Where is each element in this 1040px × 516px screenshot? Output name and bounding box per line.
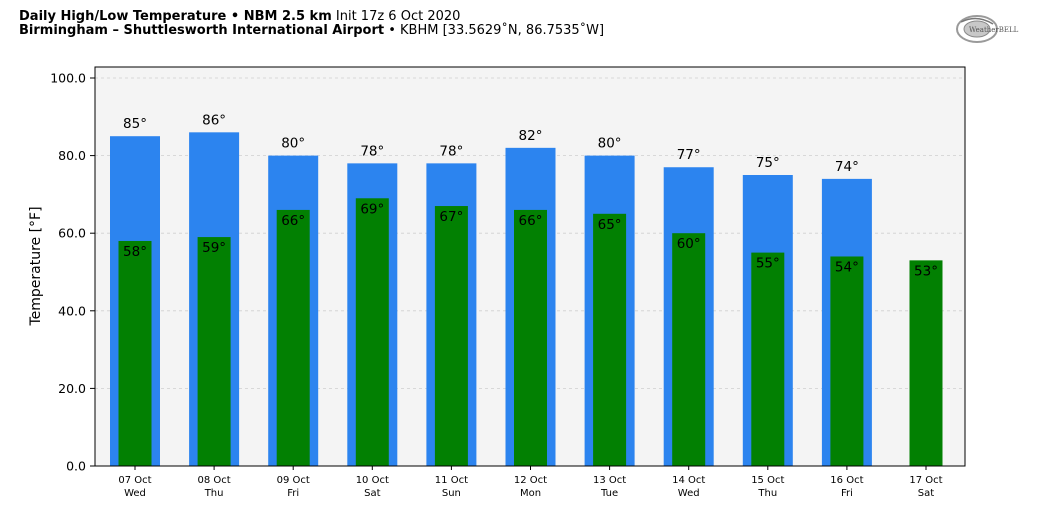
data-labels: 85° 58° 86° 59° 80° 66° 78° 69° 78° 67° 82° 66° 80° 6… <box>123 112 938 279</box>
data-label-high: 80° <box>598 136 622 152</box>
data-label-high: 82° <box>519 128 543 144</box>
data-label-low: 65° <box>598 217 622 233</box>
x-tick-date: 16 Oct <box>830 475 863 486</box>
x-tick-day: Fri <box>841 488 853 499</box>
data-label-high: 78° <box>439 143 463 159</box>
chart-title: Daily High/Low Temperature • NBM 2.5 km <box>19 9 332 24</box>
x-tick-date: 12 Oct <box>514 475 547 486</box>
x-tick-date: 13 Oct <box>593 475 626 486</box>
bar-low <box>118 240 152 466</box>
x-tick-day: Mon <box>520 488 541 499</box>
data-label-low: 66° <box>281 213 305 229</box>
bar-low <box>197 237 231 466</box>
data-label-high: 77° <box>677 147 701 163</box>
x-tick-date: 15 Oct <box>751 475 784 486</box>
y-tick-label: 100.0 <box>50 71 86 86</box>
bar-low <box>830 256 864 466</box>
y-axis: 0.0 20.0 40.0 60.0 80.0 100.0 <box>50 71 95 474</box>
bar-low <box>434 206 468 467</box>
data-label-low: 69° <box>360 201 384 217</box>
bar-low <box>276 209 310 467</box>
y-tick-label: 20.0 <box>58 381 86 396</box>
bar-low <box>355 198 389 466</box>
bar-low <box>751 252 785 466</box>
data-label-low: 54° <box>835 259 859 275</box>
x-tick-date: 07 Oct <box>118 475 151 486</box>
init-time: Init 17z 6 Oct 2020 <box>335 9 461 24</box>
x-tick-date: 10 Oct <box>356 475 389 486</box>
data-label-high: 85° <box>123 116 147 132</box>
y-tick-label: 80.0 <box>58 148 86 163</box>
data-label-low: 58° <box>123 244 147 260</box>
y-axis-label: Temperature [°F] <box>28 206 44 326</box>
data-label-high: 75° <box>756 155 780 171</box>
x-tick-day: Sun <box>442 488 461 499</box>
data-label-high: 78° <box>360 143 384 159</box>
x-tick-date: 17 Oct <box>909 475 942 486</box>
data-label-high: 80° <box>281 136 305 152</box>
data-label-low: 66° <box>519 213 543 229</box>
bar-low <box>514 209 547 467</box>
data-label-low: 59° <box>202 240 226 256</box>
data-label-high: 74° <box>835 159 859 175</box>
y-tick-label: 40.0 <box>58 303 86 318</box>
x-tick-day: Wed <box>124 488 146 499</box>
bars <box>110 132 943 467</box>
y-tick-label: 60.0 <box>58 226 86 241</box>
logo-text: WeatherBELL <box>969 26 1019 34</box>
bar-low <box>593 213 627 466</box>
x-tick-date: 09 Oct <box>277 475 310 486</box>
station-info: • KBHM [33.5629˚N, 86.7535˚W] <box>388 23 605 38</box>
x-tick-day: Thu <box>204 488 224 499</box>
x-tick-day: Fri <box>287 488 299 499</box>
data-label-high: 86° <box>202 112 226 128</box>
x-tick-date: 11 Oct <box>435 475 468 486</box>
data-label-low: 53° <box>914 263 938 279</box>
weatherbell-logo-icon: WeatherBELL <box>956 15 1019 43</box>
data-label-low: 55° <box>756 256 780 272</box>
data-label-low: 60° <box>677 236 701 252</box>
x-axis: 07 Oct Wed 08 Oct Thu 09 Oct Fri 10 Oct Sat 11 O… <box>118 466 943 499</box>
x-tick-date: 14 Oct <box>672 475 705 486</box>
location-name: Birmingham – Shuttlesworth International… <box>19 23 385 38</box>
data-label-low: 67° <box>439 209 463 225</box>
x-tick-day: Thu <box>757 488 777 499</box>
x-tick-date: 08 Oct <box>197 475 230 486</box>
x-tick-day: Sat <box>918 488 934 499</box>
x-tick-day: Wed <box>678 488 700 499</box>
header-line-2: Birmingham – Shuttlesworth International… <box>19 23 604 38</box>
header-line-1: Daily High/Low Temperature • NBM 2.5 km … <box>19 9 460 24</box>
x-tick-day: Sat <box>364 488 380 499</box>
bar-low <box>909 260 943 466</box>
y-tick-label: 0.0 <box>66 459 86 474</box>
bar-low <box>672 233 706 466</box>
x-tick-day: Tue <box>600 488 618 499</box>
